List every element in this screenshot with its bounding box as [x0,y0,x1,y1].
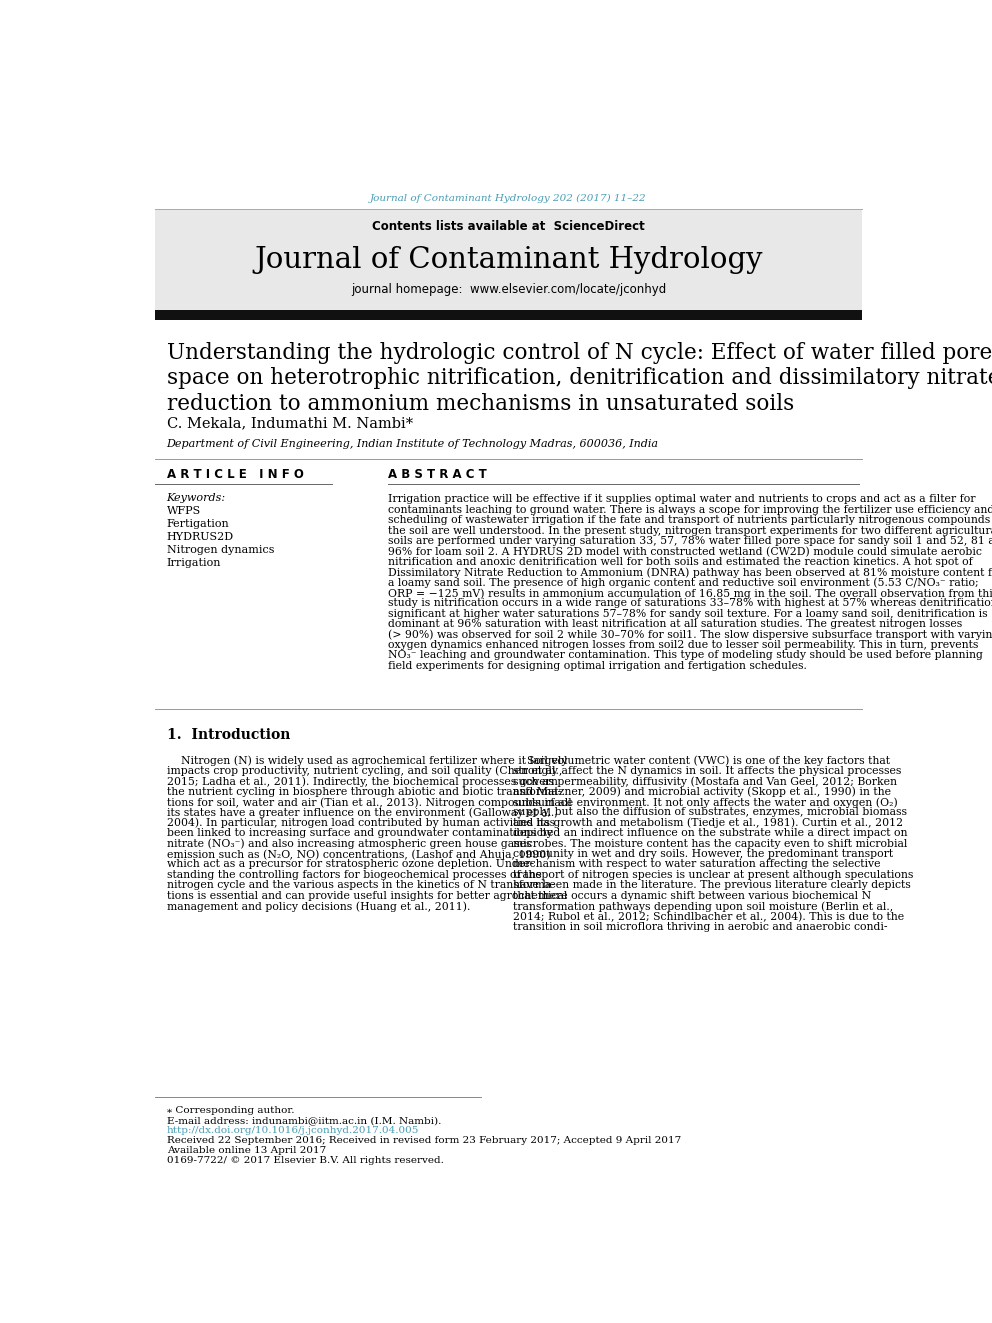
Text: and Matzner, 2009) and microbial activity (Skopp et al., 1990) in the: and Matzner, 2009) and microbial activit… [513,787,891,798]
Text: management and policy decisions (Huang et al., 2011).: management and policy decisions (Huang e… [167,901,470,912]
Text: its states have a greater influence on the environment (Galloway et al.,: its states have a greater influence on t… [167,807,558,818]
Text: transport of nitrogen species is unclear at present although speculations: transport of nitrogen species is unclear… [513,869,914,880]
Text: A B S T R A C T: A B S T R A C T [388,468,486,482]
Text: nitrification and anoxic denitrification well for both soils and estimated the r: nitrification and anoxic denitrification… [388,557,972,566]
Text: Fertigation: Fertigation [167,519,229,529]
Text: 96% for loam soil 2. A HYDRUS 2D model with constructed wetland (CW2D) module co: 96% for loam soil 2. A HYDRUS 2D model w… [388,546,981,557]
Bar [155,311,862,320]
Text: have been made in the literature. The previous literature clearly depicts: have been made in the literature. The pr… [513,880,911,890]
Text: the nutrient cycling in biosphere through abiotic and biotic transforma-: the nutrient cycling in biosphere throug… [167,787,560,796]
Text: ORP = −125 mV) results in ammonium accumulation of 16.85 mg in the soil. The ove: ORP = −125 mV) results in ammonium accum… [388,587,992,598]
Text: 1.  Introduction: 1. Introduction [167,728,290,742]
Text: subsurface environment. It not only affects the water and oxygen (O₂): subsurface environment. It not only affe… [513,796,898,807]
Text: field experiments for designing optimal irrigation and fertigation schedules.: field experiments for designing optimal … [388,660,806,671]
Text: Received 22 September 2016; Received in revised form 23 February 2017; Accepted : Received 22 September 2016; Received in … [167,1136,681,1144]
Text: study is nitrification occurs in a wide range of saturations 33–78% with highest: study is nitrification occurs in a wide … [388,598,992,609]
Text: which act as a precursor for stratospheric ozone depletion. Under-: which act as a precursor for stratospher… [167,860,534,869]
Text: Understanding the hydrologic control of N cycle: Effect of water filled pore: Understanding the hydrologic control of … [167,341,992,364]
Text: Nitrogen (N) is widely used as agrochemical fertilizer where it largely: Nitrogen (N) is widely used as agrochemi… [167,755,567,766]
Text: WFPS: WFPS [167,505,200,516]
Text: 2004). In particular, nitrogen load contributed by human activities has: 2004). In particular, nitrogen load cont… [167,818,555,828]
Text: journal homepage:  www.elsevier.com/locate/jconhyd: journal homepage: www.elsevier.com/locat… [351,283,666,296]
Text: tions for soil, water and air (Tian et al., 2013). Nitrogen compounds in all: tions for soil, water and air (Tian et a… [167,796,571,807]
Text: mechanism with respect to water saturation affecting the selective: mechanism with respect to water saturati… [513,860,881,869]
Text: C. Mekala, Indumathi M. Nambi*: C. Mekala, Indumathi M. Nambi* [167,417,413,431]
Text: Irrigation practice will be effective if it supplies optimal water and nutrients: Irrigation practice will be effective if… [388,495,975,504]
Text: NO₃⁻ leaching and groundwater contamination. This type of modeling study should : NO₃⁻ leaching and groundwater contaminat… [388,651,982,660]
Text: 2014; Rubol et al., 2012; Schindlbacher et al., 2004). This is due to the: 2014; Rubol et al., 2012; Schindlbacher … [513,912,904,922]
Text: HYDRUS2D: HYDRUS2D [167,532,234,542]
Text: Journal of Contaminant Hydrology: Journal of Contaminant Hydrology [254,246,763,274]
Text: A R T I C L E   I N F O: A R T I C L E I N F O [167,468,304,482]
Text: significant at higher water saturations 57–78% for sandy soil texture. For a loa: significant at higher water saturations … [388,609,987,619]
Text: scheduling of wastewater irrigation if the fate and transport of nutrients parti: scheduling of wastewater irrigation if t… [388,515,992,525]
Text: a loamy sand soil. The presence of high organic content and reductive soil envir: a loamy sand soil. The presence of high … [388,578,978,589]
Text: space on heterotrophic nitrification, denitrification and dissimilatory nitrate: space on heterotrophic nitrification, de… [167,368,992,389]
Text: strongly affect the N dynamics in soil. It affects the physical processes: strongly affect the N dynamics in soil. … [513,766,902,775]
Text: soils are performed under varying saturation 33, 57, 78% water filled pore space: soils are performed under varying satura… [388,536,992,546]
Text: Journal of Contaminant Hydrology 202 (2017) 11–22: Journal of Contaminant Hydrology 202 (20… [370,194,647,204]
Text: emission such as (N₂O, NO) concentrations, (Lashof and Ahuja, 1990): emission such as (N₂O, NO) concentration… [167,849,551,860]
Text: Department of Civil Engineering, Indian Institute of Technology Madras, 600036, : Department of Civil Engineering, Indian … [167,439,659,448]
Text: 0169-7722/ © 2017 Elsevier B.V. All rights reserved.: 0169-7722/ © 2017 Elsevier B.V. All righ… [167,1156,443,1166]
Text: oxygen dynamics enhanced nitrogen losses from soil2 due to lesser soil permeabil: oxygen dynamics enhanced nitrogen losses… [388,640,978,650]
Text: contaminants leaching to ground water. There is always a scope for improving the: contaminants leaching to ground water. T… [388,505,992,515]
Text: supply, but also the diffusion of substrates, enzymes, microbial biomass: supply, but also the diffusion of substr… [513,807,907,818]
Text: transition in soil microflora thriving in aerobic and anaerobic condi-: transition in soil microflora thriving i… [513,922,888,931]
Text: nitrate (NO₃⁻) and also increasing atmospheric green house gases: nitrate (NO₃⁻) and also increasing atmos… [167,839,531,849]
Text: impacts crop productivity, nutrient cycling, and soil quality (Chen et al.,: impacts crop productivity, nutrient cycl… [167,766,562,777]
Text: community in wet and dry soils. However, the predominant transport: community in wet and dry soils. However,… [513,849,893,859]
Text: ⁎ Corresponding author.: ⁎ Corresponding author. [167,1106,294,1115]
Text: Nitrogen dynamics: Nitrogen dynamics [167,545,274,554]
Text: that there occurs a dynamic shift between various biochemical N: that there occurs a dynamic shift betwee… [513,890,871,901]
Text: microbes. The moisture content has the capacity even to shift microbial: microbes. The moisture content has the c… [513,839,908,848]
Text: dominant at 96% saturation with least nitrification at all saturation studies. T: dominant at 96% saturation with least ni… [388,619,962,630]
Text: such as permeability, diffusivity (Mostafa and Van Geel, 2012; Borken: such as permeability, diffusivity (Mosta… [513,777,897,787]
Text: Soil volumetric water content (VWC) is one of the key factors that: Soil volumetric water content (VWC) is o… [513,755,890,766]
Text: depicted an indirect influence on the substrate while a direct impact on: depicted an indirect influence on the su… [513,828,908,839]
Text: and its growth and metabolism (Tiedje et al., 1981). Curtin et al., 2012: and its growth and metabolism (Tiedje et… [513,818,903,828]
Text: standing the controlling factors for biogeochemical processes of the: standing the controlling factors for bio… [167,869,542,880]
Text: Contents lists available at  ScienceDirect: Contents lists available at ScienceDirec… [372,220,645,233]
Text: http://dx.doi.org/10.1016/j.jconhyd.2017.04.005: http://dx.doi.org/10.1016/j.jconhyd.2017… [167,1126,419,1135]
Text: 2015; Ladha et al., 2011). Indirectly, the biochemical processes govern: 2015; Ladha et al., 2011). Indirectly, t… [167,777,558,787]
Text: Keywords:: Keywords: [167,492,226,503]
Text: Irrigation: Irrigation [167,558,221,568]
Text: E-mail address: indunambi@iitm.ac.in (I.M. Nambi).: E-mail address: indunambi@iitm.ac.in (I.… [167,1115,441,1125]
Text: transformation pathways depending upon soil moisture (Berlin et al.,: transformation pathways depending upon s… [513,901,894,912]
Text: reduction to ammonium mechanisms in unsaturated soils: reduction to ammonium mechanisms in unsa… [167,393,794,414]
Text: the soil are well understood. In the present study, nitrogen transport experimen: the soil are well understood. In the pre… [388,525,992,536]
Text: Dissimilatory Nitrate Reduction to Ammonium (DNRA) pathway has been observed at : Dissimilatory Nitrate Reduction to Ammon… [388,568,992,578]
Text: nitrogen cycle and the various aspects in the kinetics of N transforma-: nitrogen cycle and the various aspects i… [167,880,555,890]
Text: (> 90%) was observed for soil 2 while 30–70% for soil1. The slow dispersive subs: (> 90%) was observed for soil 2 while 30… [388,630,992,640]
Text: tions is essential and can provide useful insights for better agrochemical: tions is essential and can provide usefu… [167,890,567,901]
Text: Available online 13 April 2017: Available online 13 April 2017 [167,1146,326,1155]
Bar [155,209,862,311]
Text: been linked to increasing surface and groundwater contaminations by: been linked to increasing surface and gr… [167,828,553,839]
